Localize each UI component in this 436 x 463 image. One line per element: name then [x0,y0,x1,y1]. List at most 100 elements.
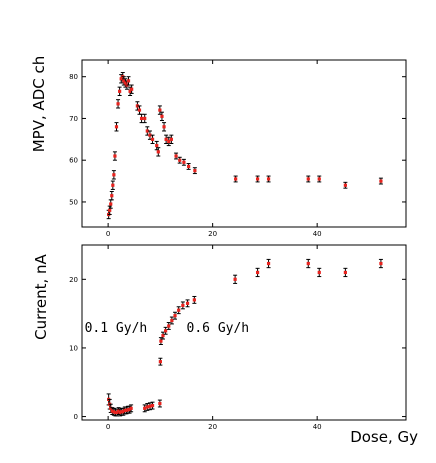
marker [150,403,155,408]
data-point [255,267,260,278]
marker [158,401,162,406]
x-tick-label: 20 [208,423,217,431]
marker [317,177,321,181]
marker [108,208,112,212]
data-point [117,86,122,96]
annotation-high-rate: 0.6 Gy/h [187,321,250,336]
marker [123,81,127,85]
marker [233,277,237,281]
data-point [111,170,116,180]
data-point [233,175,238,183]
panel-mpv: 50 60 70 80 0 20 40 MPV, ADC ch [30,56,407,238]
marker [170,318,174,323]
data-point [166,322,171,330]
data-point [192,167,197,175]
data-point [192,295,197,304]
marker [343,270,347,275]
marker [110,194,114,198]
y-tick-label: 10 [69,344,78,352]
data-point [343,181,348,189]
marker [266,177,271,181]
marker [109,202,113,206]
y-axis-label-current: Current, nA [32,253,50,339]
data-point [162,122,167,132]
data-point [156,147,161,157]
marker [139,116,144,121]
marker [150,137,155,141]
data-point [150,134,155,144]
data-point [174,152,179,160]
axis-ticks-current: 0 10 20 0 20 40 [69,245,406,431]
marker [112,173,116,177]
marker [187,164,191,169]
data-point [173,311,178,320]
data-points-current [106,258,383,417]
annotation-low-rate: 0.1 Gy/h [85,321,148,336]
data-point [129,404,134,413]
marker [160,114,164,118]
marker [114,125,119,129]
y-tick-label: 80 [69,73,78,81]
data-point [177,156,182,164]
marker [306,177,310,181]
axis-ticks-mpv: 50 60 70 80 0 20 40 [69,60,406,238]
marker [161,333,165,338]
data-point [378,177,383,185]
x-tick-label: 20 [208,230,217,238]
marker [255,177,260,181]
data-point [266,175,271,183]
data-point [110,180,115,190]
marker [118,89,122,93]
data-point [255,175,260,183]
y-tick-label: 20 [69,276,78,284]
marker [111,183,115,187]
data-point [306,258,311,269]
data-point [266,258,271,269]
data-point [142,404,147,413]
marker [128,89,132,93]
marker [126,79,131,83]
marker [193,169,197,173]
marker [306,261,310,266]
marker [162,125,166,129]
data-point [159,111,164,122]
marker [155,143,159,148]
x-axis-label-current: Dose, Gy [350,428,418,446]
marker [174,154,178,158]
marker [164,137,168,141]
x-tick-label: 40 [313,230,322,238]
marker [137,108,142,112]
marker [145,129,149,133]
marker [116,102,120,106]
marker [156,150,160,154]
x-tick-label: 0 [106,423,110,431]
marker [178,158,182,162]
marker [113,154,117,158]
marker [122,79,126,83]
marker [173,314,177,318]
marker [234,177,238,181]
marker [130,87,134,91]
data-point [181,158,186,166]
data-point [116,99,121,109]
data-point [176,306,181,315]
data-point [150,401,155,410]
data-point [158,357,163,366]
marker [379,179,383,183]
marker [317,270,321,275]
data-point [157,399,162,408]
marker [109,406,113,410]
y-tick-label: 0 [74,413,78,421]
data-point [343,267,348,278]
marker [135,104,139,108]
marker [158,108,162,112]
marker [192,298,196,302]
data-point [317,267,322,278]
marker [185,301,190,305]
data-point [169,134,174,144]
marker [379,261,383,266]
y-tick-label: 60 [69,157,78,165]
data-point [164,134,169,144]
data-point [158,337,163,346]
